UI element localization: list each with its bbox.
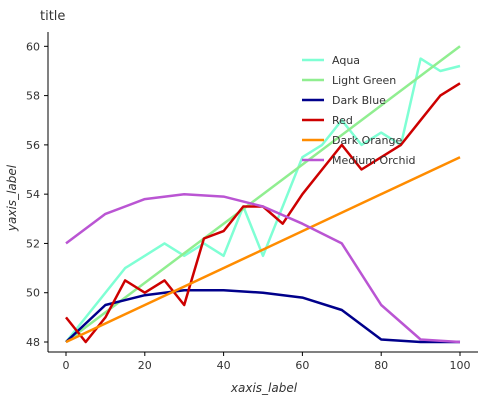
y-tick-label: 48 <box>26 336 40 349</box>
y-tick-label: 58 <box>26 90 40 103</box>
y-axis: 48 50 52 54 56 58 60 <box>26 32 49 352</box>
legend: Aqua Light Green Dark Blue Red Dark Orange Me… <box>302 54 415 167</box>
series-line-red <box>65 82 461 344</box>
y-tick-label: 56 <box>26 139 40 152</box>
series-line-dark-blue <box>65 289 460 344</box>
chart-title: title <box>40 9 65 24</box>
x-tick-label: 80 <box>374 359 388 372</box>
series-line-light-green <box>65 45 461 343</box>
x-axis-title: xaxis_label <box>230 381 298 395</box>
series-line-aqua <box>65 57 461 343</box>
x-tick-label: 40 <box>217 359 231 372</box>
legend-label-red: Red <box>332 114 353 127</box>
x-axis: 0 20 40 60 80 100 <box>48 351 478 372</box>
x-tick-label: 100 <box>450 359 471 372</box>
y-tick-label: 52 <box>26 237 40 250</box>
series-line-medium-orchid <box>65 192 461 344</box>
y-tick-label: 60 <box>26 40 40 53</box>
legend-label-medium-orchid: Medium Orchid <box>332 154 415 167</box>
x-tick-label: 60 <box>295 359 309 372</box>
x-tick-label: 20 <box>138 359 152 372</box>
plot-area <box>65 45 461 344</box>
y-tick-label: 54 <box>26 188 40 201</box>
y-tick-label: 50 <box>26 287 40 300</box>
series-line-dark-orange <box>65 156 461 344</box>
legend-label-dark-orange: Dark Orange <box>332 134 402 147</box>
legend-label-dark-blue: Dark Blue <box>332 94 386 107</box>
y-axis-title: yaxis_label <box>5 164 19 232</box>
legend-label-aqua: Aqua <box>332 54 360 67</box>
x-tick-label: 0 <box>63 359 70 372</box>
legend-label-light-green: Light Green <box>332 74 396 87</box>
